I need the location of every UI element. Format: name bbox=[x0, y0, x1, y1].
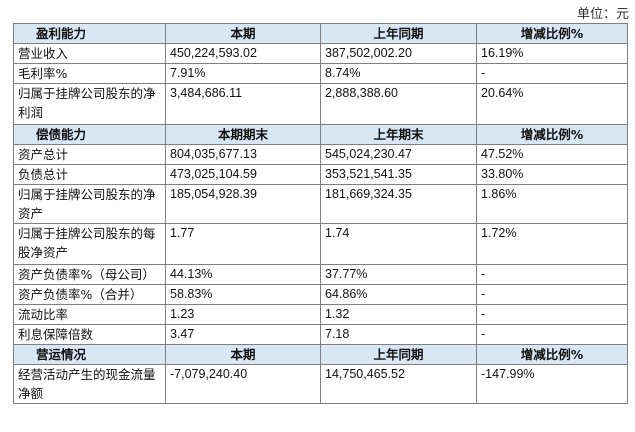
header-cell-change: 增减比例% bbox=[476, 124, 628, 145]
row-label: 经营活动产生的现金流量净额 bbox=[13, 364, 166, 404]
current-value: 473,025,104.59 bbox=[165, 164, 321, 185]
header-cell-change: 增减比例% bbox=[476, 23, 628, 44]
row-label: 营业收入 bbox=[13, 43, 166, 64]
header-cell-change: 增减比例% bbox=[476, 344, 628, 365]
current-value: 58.83% bbox=[165, 284, 321, 305]
header-cell-previous: 上年同期 bbox=[320, 344, 477, 365]
header-cell-current: 本期 bbox=[165, 23, 321, 44]
previous-value: 64.86% bbox=[320, 284, 477, 305]
table-header-row: 偿债能力 本期期末 上年期末 增减比例% bbox=[13, 124, 628, 145]
header-cell-category: 偿债能力 bbox=[13, 124, 166, 145]
previous-value: 545,024,230.47 bbox=[320, 144, 477, 165]
header-cell-previous: 上年同期 bbox=[320, 23, 477, 44]
current-value: 3.47 bbox=[165, 324, 321, 345]
table-row: 负债总计 473,025,104.59 353,521,541.35 33.80… bbox=[13, 164, 628, 185]
row-label: 资产负债率%（母公司） bbox=[13, 264, 166, 285]
change-value: - bbox=[476, 63, 628, 84]
table-row: 资产负债率%（母公司） 44.13% 37.77% - bbox=[13, 264, 628, 285]
row-label: 资产总计 bbox=[13, 144, 166, 165]
previous-value: 181,669,324.35 bbox=[320, 184, 477, 224]
current-value: 44.13% bbox=[165, 264, 321, 285]
current-value: 804,035,677.13 bbox=[165, 144, 321, 165]
current-value: 3,484,686.11 bbox=[165, 83, 321, 125]
row-label: 负债总计 bbox=[13, 164, 166, 185]
previous-value: 14,750,465.52 bbox=[320, 364, 477, 404]
row-label: 流动比率 bbox=[13, 304, 166, 325]
current-value: 450,224,593.02 bbox=[165, 43, 321, 64]
change-value: - bbox=[476, 324, 628, 345]
current-value: 7.91% bbox=[165, 63, 321, 84]
change-value: 16.19% bbox=[476, 43, 628, 64]
header-cell-category: 营运情况 bbox=[13, 344, 166, 365]
previous-value: 2,888,388.60 bbox=[320, 83, 477, 125]
table-row: 归属于挂牌公司股东的净利润 3,484,686.11 2,888,388.60 … bbox=[13, 83, 628, 125]
table-header-row: 营运情况 本期 上年同期 增减比例% bbox=[13, 344, 628, 365]
previous-value: 8.74% bbox=[320, 63, 477, 84]
table-row: 毛利率% 7.91% 8.74% - bbox=[13, 63, 628, 84]
current-value: 1.77 bbox=[165, 223, 321, 265]
change-value: -147.99% bbox=[476, 364, 628, 404]
previous-value: 37.77% bbox=[320, 264, 477, 285]
current-value: 1.23 bbox=[165, 304, 321, 325]
current-value: -7,079,240.40 bbox=[165, 364, 321, 404]
change-value: 1.72% bbox=[476, 223, 628, 265]
previous-value: 387,502,002.20 bbox=[320, 43, 477, 64]
table-row: 营业收入 450,224,593.02 387,502,002.20 16.19… bbox=[13, 43, 628, 64]
change-value: - bbox=[476, 264, 628, 285]
table-row: 利息保障倍数 3.47 7.18 - bbox=[13, 324, 628, 345]
row-label: 资产负债率%（合并） bbox=[13, 284, 166, 305]
change-value: - bbox=[476, 304, 628, 325]
row-label: 毛利率% bbox=[13, 63, 166, 84]
table-row: 经营活动产生的现金流量净额 -7,079,240.40 14,750,465.5… bbox=[13, 364, 628, 404]
header-cell-category: 盈利能力 bbox=[13, 23, 166, 44]
table-row: 流动比率 1.23 1.32 - bbox=[13, 304, 628, 325]
row-label: 归属于挂牌公司股东的净利润 bbox=[13, 83, 166, 125]
previous-value: 1.74 bbox=[320, 223, 477, 265]
change-value: 33.80% bbox=[476, 164, 628, 185]
change-value: 1.86% bbox=[476, 184, 628, 224]
current-value: 185,054,928.39 bbox=[165, 184, 321, 224]
table-row: 归属于挂牌公司股东的每股净资产 1.77 1.74 1.72% bbox=[13, 223, 628, 265]
header-cell-previous: 上年期末 bbox=[320, 124, 477, 145]
row-label: 归属于挂牌公司股东的每股净资产 bbox=[13, 223, 166, 265]
unit-label: 单位：元 bbox=[576, 7, 629, 22]
previous-value: 7.18 bbox=[320, 324, 477, 345]
table-header-row: 盈利能力 本期 上年同期 增减比例% bbox=[13, 23, 628, 44]
row-label: 利息保障倍数 bbox=[13, 324, 166, 345]
header-cell-current: 本期期末 bbox=[165, 124, 321, 145]
table-row: 资产负债率%（合并） 58.83% 64.86% - bbox=[13, 284, 628, 305]
previous-value: 1.32 bbox=[320, 304, 477, 325]
change-value: 20.64% bbox=[476, 83, 628, 125]
row-label: 归属于挂牌公司股东的净资产 bbox=[13, 184, 166, 224]
table-row: 归属于挂牌公司股东的净资产 185,054,928.39 181,669,324… bbox=[13, 184, 628, 224]
change-value: - bbox=[476, 284, 628, 305]
table-row: 资产总计 804,035,677.13 545,024,230.47 47.52… bbox=[13, 144, 628, 165]
previous-value: 353,521,541.35 bbox=[320, 164, 477, 185]
change-value: 47.52% bbox=[476, 144, 628, 165]
financial-summary-table: 盈利能力 本期 上年同期 增减比例% 营业收入 450,224,593.02 3… bbox=[13, 23, 628, 404]
header-cell-current: 本期 bbox=[165, 344, 321, 365]
